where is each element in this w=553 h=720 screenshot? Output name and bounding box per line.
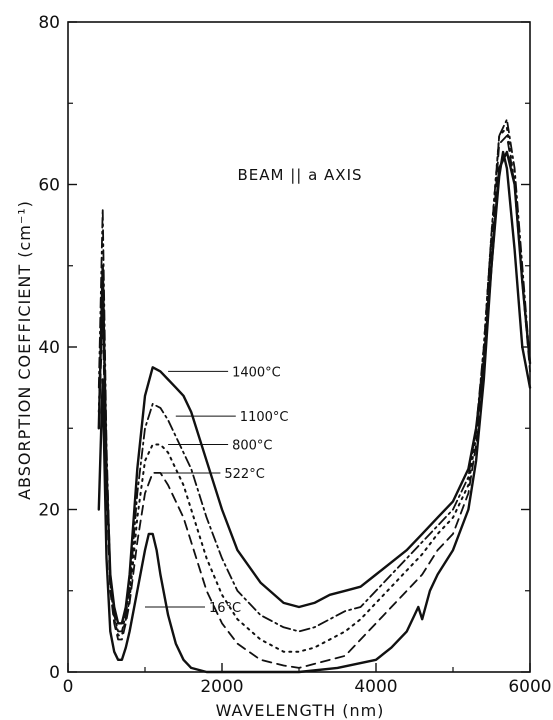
- series-line-3: [97, 134, 531, 669]
- axis-ticks: 0 20 40 60 80 0 2000 4000 6000: [38, 13, 551, 697]
- annotation-layer: 1400°C 1100°C 800°C 522°C 16°C: [145, 365, 288, 616]
- y-tick-label: 80: [38, 13, 60, 33]
- plot-border: [67, 21, 531, 673]
- y-tick-label: 20: [38, 501, 60, 521]
- annotation-label-3: 522°C: [224, 467, 264, 482]
- annotation-label-2: 800°C: [232, 439, 272, 454]
- x-axis-title: WAVELENGTH (nm): [216, 701, 385, 720]
- series-layer: [97, 118, 532, 674]
- x-tick-label: 2000: [200, 677, 243, 697]
- x-tick-label: 0: [63, 677, 74, 697]
- series-line-4: [97, 150, 532, 674]
- chart-title: BEAM || a AXIS: [237, 166, 362, 184]
- annotation-label-0: 1400°C: [232, 365, 281, 380]
- plot-frame: [67, 21, 531, 673]
- annotation-label-4: 16°C: [209, 601, 241, 616]
- y-tick-label: 60: [38, 176, 60, 196]
- x-tick-label: 6000: [508, 677, 551, 697]
- series-line-2: [97, 126, 531, 653]
- annotation-label-1: 1100°C: [240, 410, 289, 425]
- x-tick-label: 4000: [354, 677, 397, 697]
- y-tick-label: 40: [38, 338, 60, 358]
- y-axis-title: ABSORPTION COEFFICIENT (cm⁻¹): [15, 200, 34, 500]
- series-line-0: [97, 150, 532, 625]
- y-tick-label: 0: [49, 663, 60, 683]
